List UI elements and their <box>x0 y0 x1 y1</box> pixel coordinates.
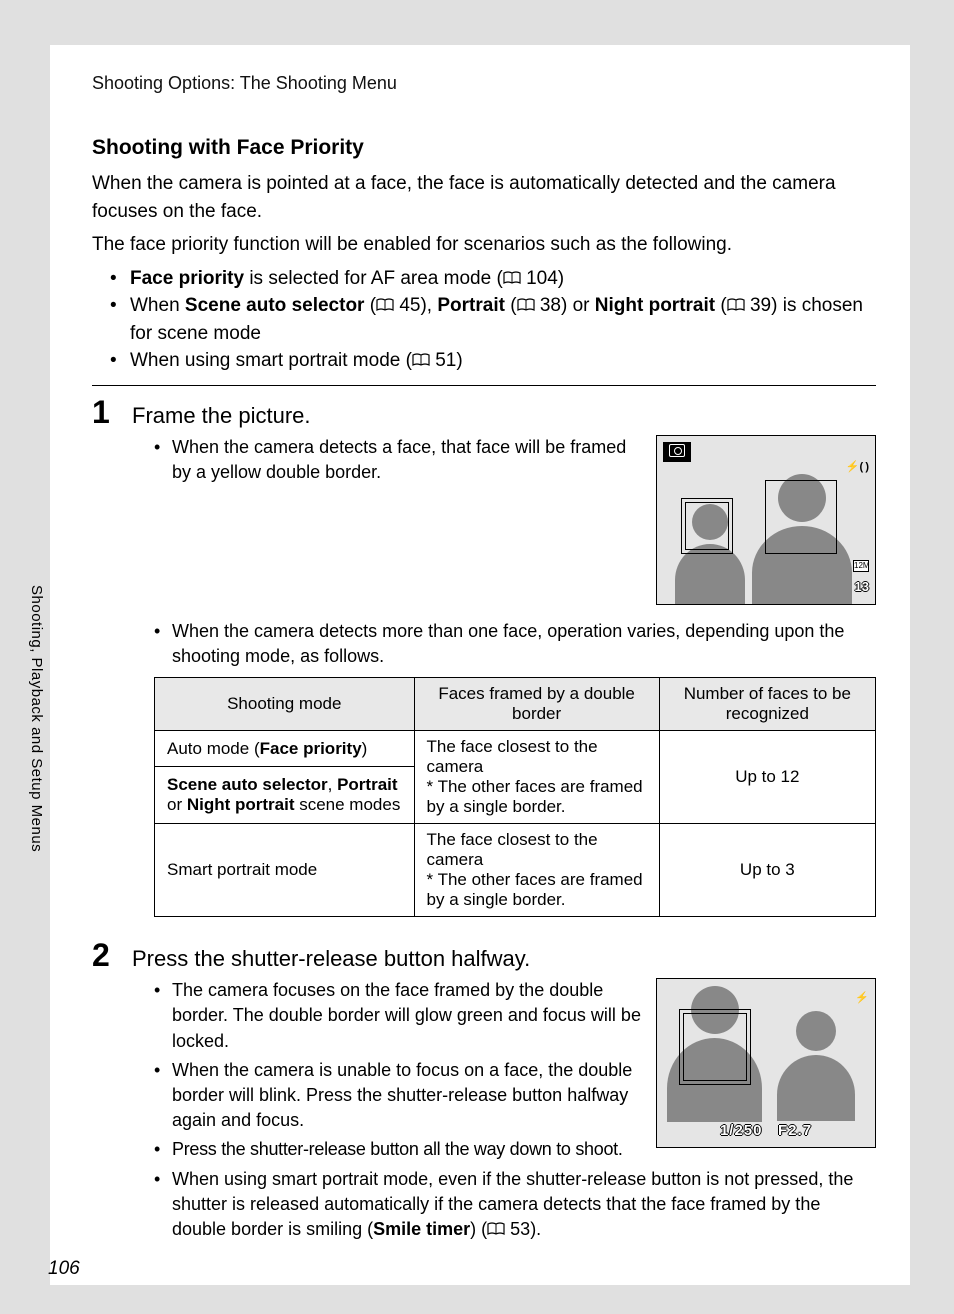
th-mode: Shooting mode <box>155 678 415 731</box>
cell-upto3: Up to 3 <box>659 824 875 917</box>
step1-b1: When the camera detects a face, that fac… <box>154 435 642 485</box>
step-1-title: Frame the picture. <box>132 403 311 429</box>
intro-2: The face priority function will be enabl… <box>92 231 876 259</box>
resolution-badge: 12M <box>853 560 869 572</box>
step2-b1: The camera focuses on the face framed by… <box>154 978 642 1054</box>
cell-auto: Auto mode (Face priority) <box>155 731 415 767</box>
flash-icon: ⚡ <box>855 991 869 1004</box>
th-count: Number of faces to be recognized <box>659 678 875 731</box>
sidebar-label: Shooting, Playback and Setup Menus <box>28 585 45 852</box>
lcd-preview-2: ⚡ 1/250 F2.7 <box>656 978 876 1148</box>
step2-b4: When using smart portrait mode, even if … <box>154 1167 876 1243</box>
book-icon <box>376 298 394 312</box>
th-faces: Faces framed by a double border <box>414 678 659 731</box>
step-2-title: Press the shutter-release button halfway… <box>132 946 530 972</box>
flash-icon: ⚡( ) <box>846 460 869 473</box>
step2-b3: Press the shutter-release button all the… <box>154 1137 642 1162</box>
mode-table: Shooting mode Faces framed by a double b… <box>154 677 876 917</box>
shot-count: 13 <box>855 579 869 594</box>
step2-b2: When the camera is unable to focus on a … <box>154 1058 642 1134</box>
bullet-3: When using smart portrait mode ( 51) <box>110 347 876 375</box>
book-icon <box>517 298 535 312</box>
bullet-1: Face priority is selected for AF area mo… <box>110 265 876 293</box>
intro-1: When the camera is pointed at a face, th… <box>92 170 876 225</box>
cell-upto12: Up to 12 <box>659 731 875 824</box>
step-2-num: 2 <box>92 939 114 971</box>
cell-smart: Smart portrait mode <box>155 824 415 917</box>
book-icon <box>487 1222 505 1236</box>
book-icon <box>412 353 430 367</box>
sidebar-tab <box>20 934 50 1038</box>
breadcrumb: Shooting Options: The Shooting Menu <box>92 73 876 94</box>
book-icon <box>727 298 745 312</box>
cell-face-1: The face closest to the camera * The oth… <box>414 731 659 824</box>
step-1-num: 1 <box>92 396 114 428</box>
cell-face-2: The face closest to the camera * The oth… <box>414 824 659 917</box>
step1-b2: When the camera detects more than one fa… <box>154 619 876 669</box>
scenario-list: Face priority is selected for AF area mo… <box>92 265 876 375</box>
camera-icon <box>669 444 685 457</box>
section-title: Shooting with Face Priority <box>92 136 876 160</box>
book-icon <box>503 271 521 285</box>
bullet-2: When Scene auto selector ( 45), Portrait… <box>110 292 876 347</box>
lcd-preview-1: ⚡( ) 12M [IN 13 <box>656 435 876 605</box>
cell-scene: Scene auto selector, Portrait or Night p… <box>155 766 415 823</box>
page-number: 106 <box>48 1258 80 1280</box>
